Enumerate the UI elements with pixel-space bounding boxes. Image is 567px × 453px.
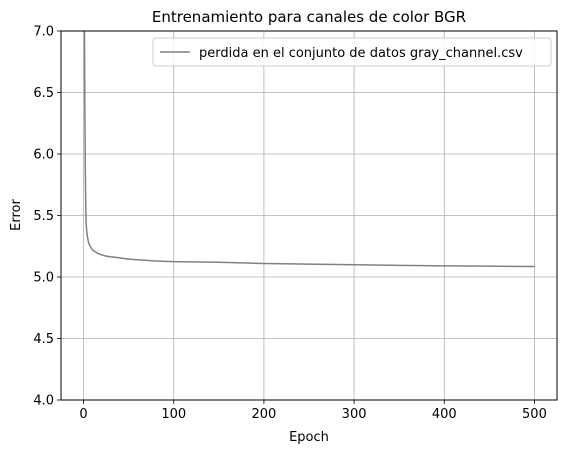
legend-box: [152, 37, 552, 67]
y-axis-title: Error: [9, 199, 24, 231]
chart-title: Entrenamiento para canales de color BGR: [152, 8, 466, 26]
y-tick-label: 7.0: [33, 25, 54, 40]
y-tick-label: 6.0: [33, 148, 54, 163]
y-tick-label: 4.0: [33, 394, 54, 409]
x-tick-label: 100: [161, 407, 186, 422]
series-lines: [83, 31, 535, 268]
y-tick-label: 5.0: [33, 271, 54, 286]
y-tick-label: 5.5: [33, 209, 54, 224]
x-tick-label: 400: [432, 407, 457, 422]
x-tick-label: 300: [342, 407, 367, 422]
y-tick-label: 4.5: [33, 332, 54, 347]
series-line: [83, 31, 535, 268]
grid: [61, 30, 557, 401]
y-tick-label: 6.5: [33, 86, 54, 101]
legend: perdida en el conjunto de datos gray_cha…: [152, 37, 552, 67]
x-tick-label: 500: [522, 407, 547, 422]
x-tick-label: 0: [79, 407, 87, 422]
x-axis-title: Epoch: [289, 430, 329, 445]
legend-label: perdida en el conjunto de datos gray_cha…: [199, 46, 523, 61]
tick-labels: 0 100 200 300 400 500 4.0 4.5 5.0 5.5 6.0 6.5 7.0: [33, 25, 547, 423]
x-tick-label: 200: [251, 407, 276, 422]
